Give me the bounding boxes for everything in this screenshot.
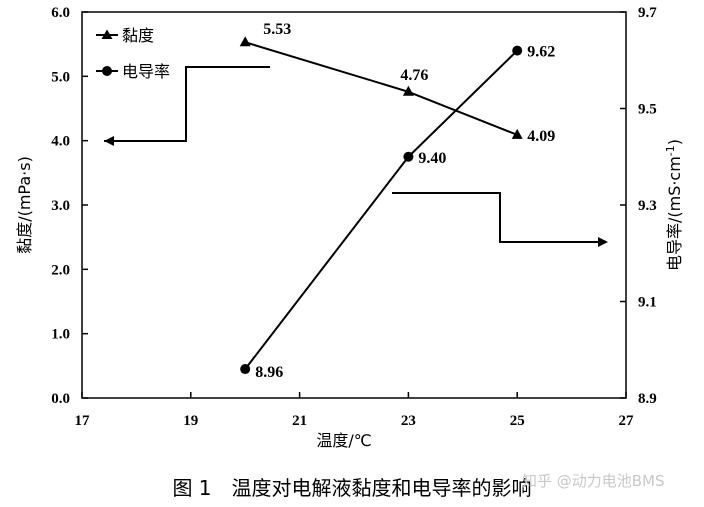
x-tick-label: 17: [75, 413, 91, 429]
y-left-tick-label: 5.0: [51, 69, 70, 85]
y-right-tick-label: 9.5: [638, 102, 657, 118]
right-axis-pointer: [392, 192, 606, 243]
left-axis-pointer-head: [104, 136, 114, 146]
conductivity-point: [240, 364, 251, 375]
conductivity-data-label: 9.40: [418, 150, 446, 167]
legend-triangle-marker: [101, 29, 113, 39]
x-tick-label: 27: [619, 413, 635, 429]
y-left-tick-label: 6.0: [51, 5, 70, 21]
x-axis-title: 温度/℃: [316, 431, 371, 450]
axis-arrows: [104, 66, 608, 247]
y-right-axis-title-close: ): [665, 139, 684, 145]
legend-label-conductivity: 电导率: [122, 62, 170, 81]
y-right-axis-title-main: 电导率/(mS·cm: [665, 156, 684, 271]
conductivity-point: [512, 45, 523, 56]
x-tick-label: 23: [401, 413, 416, 429]
x-tick-label: 25: [510, 413, 525, 429]
right-axis-pointer-head: [598, 237, 608, 247]
conductivity-data-label: 9.62: [527, 44, 555, 61]
y-right-tick-label: 8.9: [638, 391, 657, 407]
viscosity-data-label: 5.53: [263, 21, 291, 38]
y-right-axis-title-sup: -1: [664, 145, 677, 156]
legend-circle-marker: [102, 66, 112, 76]
series-line-conductivity: [244, 49, 518, 370]
y-left-axis-title: 黏度/(mPa·s): [15, 156, 34, 254]
series-line-viscosity: [244, 41, 518, 136]
viscosity-data-label: 4.76: [400, 67, 428, 84]
ticks-layer: 17 19 21 23 25 27 0.0 1.0 2.0 3.0 4.0 5.0 6.0 8.9 9.1 9…: [51, 5, 657, 429]
y-left-tick-label: 3.0: [51, 198, 70, 214]
viscosity-point: [511, 128, 523, 139]
conductivity-data-label: 8.96: [255, 364, 283, 381]
figure-caption: 图 1 温度对电解液黏度和电导率的影响: [172, 476, 531, 500]
y-left-tick-label: 0.0: [51, 391, 70, 407]
y-right-tick-label: 9.7: [638, 5, 657, 21]
y-right-axis-title: 电导率/(mS·cm-1): [664, 139, 684, 271]
conductivity-point: [403, 151, 414, 162]
legend-label-viscosity: 黏度: [122, 26, 154, 45]
y-left-tick-label: 2.0: [51, 262, 70, 278]
series-layer: 5.53 4.76 4.09 8.96 9.40 9.62: [239, 21, 555, 381]
x-tick-label: 21: [292, 413, 307, 429]
x-tick-label: 19: [183, 413, 198, 429]
watermark: 知乎 @动力电池BMS: [522, 472, 665, 490]
y-left-tick-label: 4.0: [51, 134, 70, 150]
viscosity-point: [239, 36, 251, 47]
viscosity-data-label: 4.09: [527, 128, 555, 145]
left-axis-pointer: [104, 66, 270, 142]
y-right-tick-label: 9.3: [638, 198, 657, 214]
y-right-tick-label: 9.1: [638, 295, 657, 311]
legend: 黏度 电导率: [96, 26, 170, 81]
viscosity-point: [402, 85, 414, 96]
y-left-tick-label: 1.0: [51, 327, 70, 343]
